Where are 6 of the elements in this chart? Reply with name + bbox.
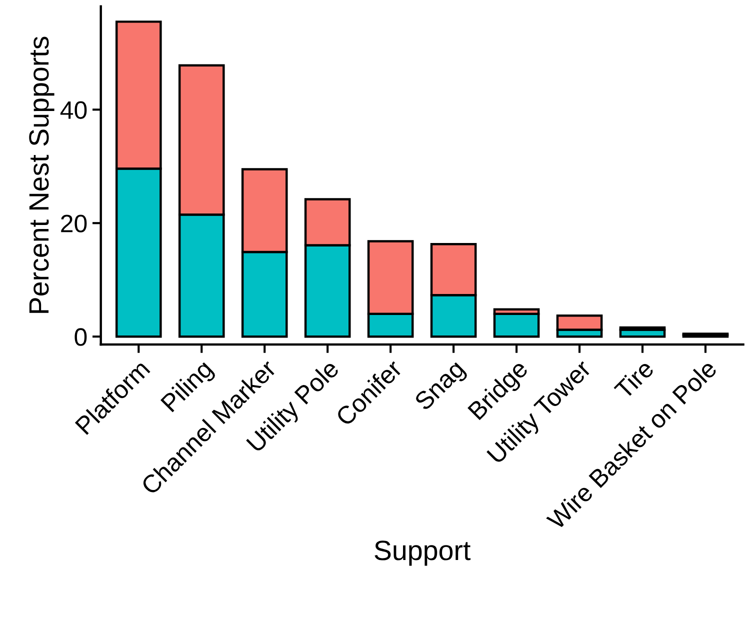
- y-tick-label: 40: [60, 101, 87, 119]
- x-tick-label: Tire: [613, 358, 655, 400]
- y-axis-title: Percent Nest Supports: [29, 36, 54, 313]
- y-tick-label: 20: [61, 214, 87, 232]
- x-axis-title: Support: [374, 540, 470, 566]
- y-tick-label: 0: [74, 328, 87, 346]
